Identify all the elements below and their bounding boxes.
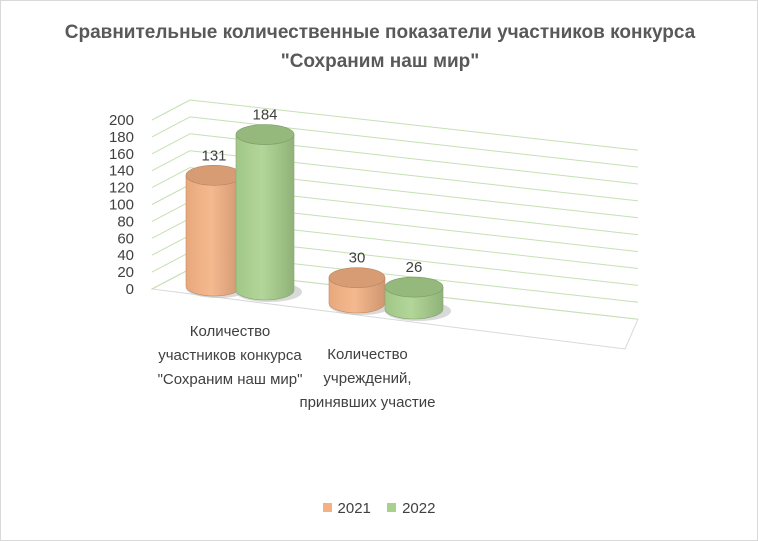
gridline-side xyxy=(151,268,191,290)
y-tick-label: 60 xyxy=(117,230,134,247)
data-label-2021-0: 131 xyxy=(201,147,226,164)
y-tick-label: 20 xyxy=(117,264,134,281)
chart-title: Сравнительные количественные показатели … xyxy=(64,22,696,72)
bar-2022-1 xyxy=(384,276,451,321)
category-label-institutions: Количество учреждений, принявших участие xyxy=(299,346,436,411)
data-label-2022-1: 26 xyxy=(406,259,423,276)
data-labels: 131 184 30 26 xyxy=(201,107,422,277)
gridline-side xyxy=(151,184,191,205)
y-tick-label: 80 xyxy=(117,213,134,230)
y-tick-label: 160 xyxy=(109,146,134,163)
legend-label-2022: 2022 xyxy=(402,500,436,517)
category-label-participants: Количество участников конкурса "Сохраним… xyxy=(157,323,303,388)
y-tick-label: 0 xyxy=(126,281,134,298)
bar-2021-0 xyxy=(185,165,250,298)
gridline-side xyxy=(151,133,191,155)
legend-item-2021: 2021 xyxy=(322,500,371,517)
legend: 2021 2022 xyxy=(0,500,758,517)
gridline xyxy=(189,99,639,151)
gridline-side xyxy=(151,116,191,138)
legend-swatch-2022 xyxy=(387,503,397,512)
gridline-side xyxy=(151,167,191,189)
gridline-side xyxy=(151,234,191,256)
gridline-side xyxy=(151,217,191,239)
data-label-2022-0: 184 xyxy=(252,107,277,124)
legend-swatch-2021 xyxy=(322,503,332,512)
legend-item-2022: 2022 xyxy=(387,500,435,517)
gridline-side xyxy=(151,99,191,121)
y-tick-label: 100 xyxy=(109,197,134,214)
bar-2022-0 xyxy=(235,124,302,302)
gridline-side xyxy=(151,200,191,222)
gridline-side xyxy=(151,251,191,273)
data-label-2021-1: 30 xyxy=(349,250,366,267)
y-tick-label: 40 xyxy=(117,247,134,264)
y-tick-label: 180 xyxy=(109,129,134,146)
y-tick-label: 140 xyxy=(109,163,134,180)
y-tick-label: 200 xyxy=(109,112,134,129)
legend-label-2021: 2021 xyxy=(337,500,371,517)
gridline-side xyxy=(151,150,191,172)
y-tick-label: 120 xyxy=(109,180,134,197)
bar-2021-1 xyxy=(328,267,393,315)
bars xyxy=(185,124,451,321)
